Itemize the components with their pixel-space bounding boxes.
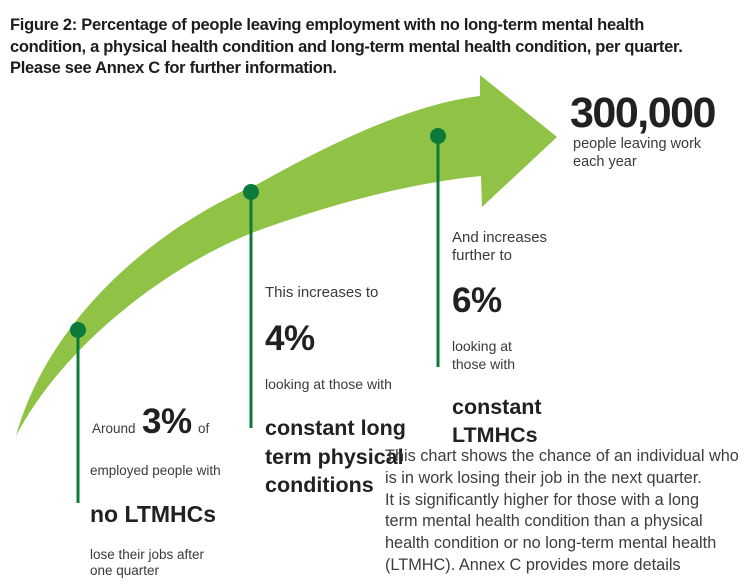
endpoint-label: people leaving work each year — [573, 136, 702, 170]
marker-2-qualifier: looking at those with — [265, 375, 392, 392]
marker-3-label: And increases further to 6% looking at t… — [452, 211, 582, 467]
marker-2-label: This increases to 4% looking at those wi… — [265, 266, 425, 518]
notes-paragraph: This chart shows the chance of an indivi… — [385, 447, 739, 574]
marker-2-category: constant long term physical conditions — [265, 416, 406, 497]
endpoint-annotation: 300,000 people leaving work each year — [570, 89, 716, 171]
marker-2-intro: This increases to — [265, 284, 379, 301]
marker-1-suffix: of — [198, 421, 210, 436]
marker-1-subject: employed people with — [90, 463, 221, 478]
marker-1-value: 3% — [142, 402, 192, 441]
marker-1-label: Around 3% of employed people with no LTM… — [90, 388, 240, 584]
marker-3-category: constant LTMHCs — [452, 395, 542, 447]
marker-3-dot — [430, 128, 446, 144]
marker-2-dot — [243, 184, 259, 200]
marker-3-intro: And increases further to — [452, 229, 548, 264]
marker-1-tail: lose their jobs after one quarter — [90, 546, 205, 579]
marker-1-value-line: Around 3% of — [90, 404, 240, 445]
marker-1-prefix: Around — [92, 421, 136, 436]
marker-3-qualifier: looking at those with — [452, 338, 516, 372]
figure-title: Figure 2: Percentage of people leaving e… — [10, 16, 683, 77]
marker-1-dot — [70, 322, 86, 338]
marker-3-value: 6% — [452, 281, 502, 320]
marker-1-category: no LTMHCs — [90, 500, 217, 527]
marker-2-value: 4% — [265, 318, 315, 358]
endpoint-value: 300,000 — [570, 89, 716, 137]
growth-arrow — [16, 75, 557, 436]
